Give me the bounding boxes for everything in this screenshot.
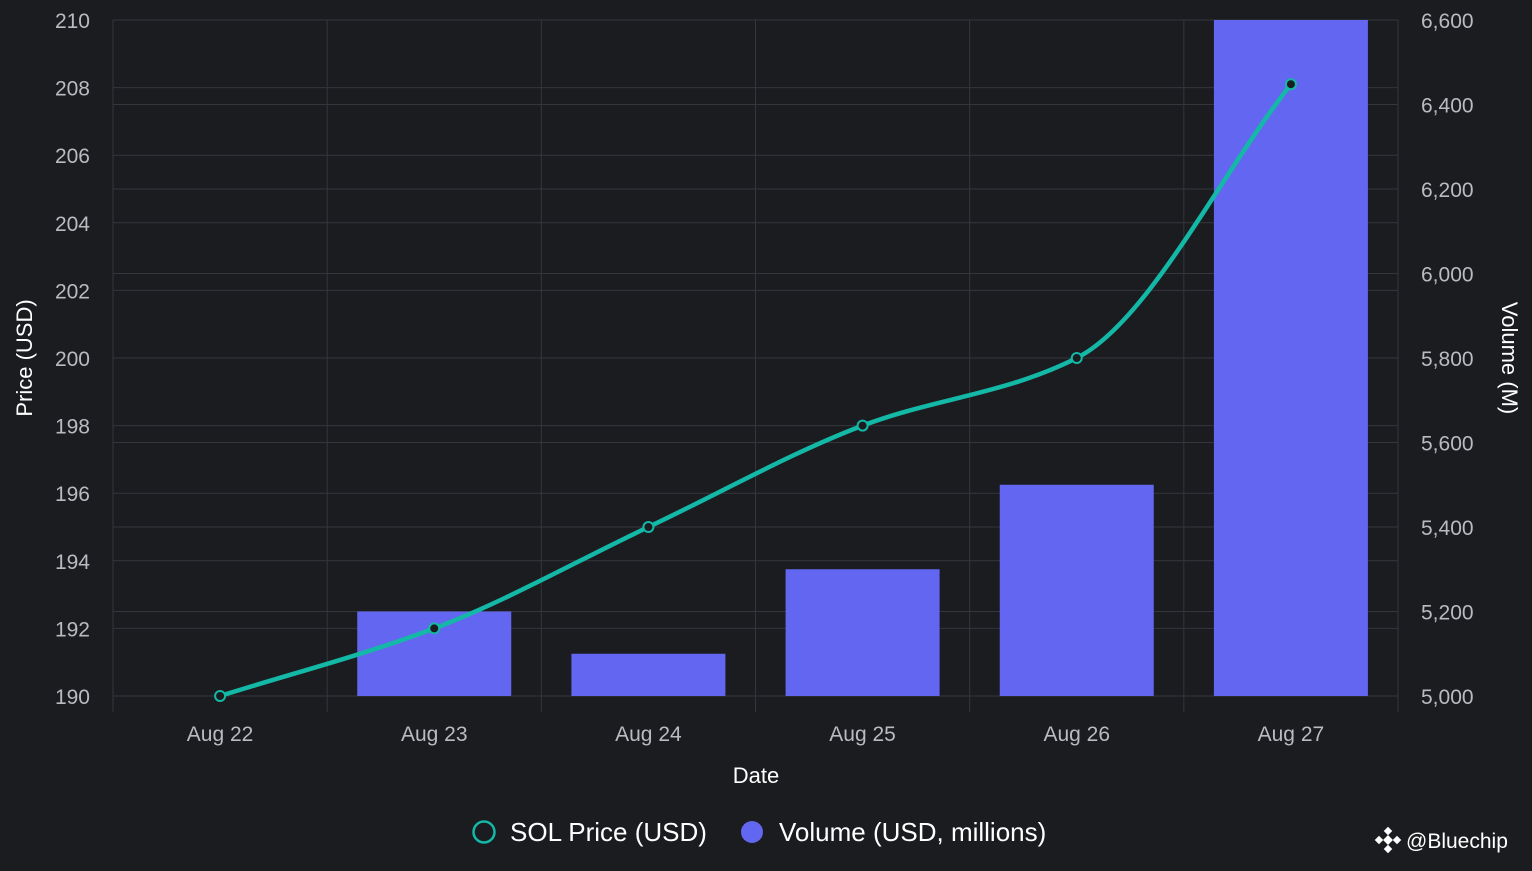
y-left-tick-label: 192 [55,618,90,641]
y-left-tick-label: 204 [55,213,90,236]
legend-item-price[interactable]: SOL Price (USD) [472,817,707,847]
x-tick-label: Aug 23 [401,723,468,746]
x-tick-label: Aug 22 [187,723,254,746]
legend: SOL Price (USD) Volume (USD, millions) [472,817,1046,847]
watermark-text: @Bluechip [1406,830,1508,853]
price-point[interactable] [1070,352,1083,364]
legend-price-label: SOL Price (USD) [510,817,707,847]
price-point[interactable] [1284,78,1297,91]
price-point[interactable] [428,622,441,635]
y-left-tick-label: 190 [55,686,90,709]
price-line[interactable] [217,81,1294,699]
x-axis-title: Date [733,763,779,788]
y-right-tick-label: 5,200 [1421,602,1474,625]
right-axis-title: Volume (M) [1497,302,1522,414]
x-tick-label: Aug 25 [829,723,896,746]
y-right-tick-label: 5,800 [1421,348,1474,371]
y-right-tick-label: 5,000 [1421,686,1474,709]
y-right-tick-label: 6,400 [1421,95,1474,118]
y-left-tick-label: 194 [55,551,90,574]
binance-diamond-icon [1374,826,1402,854]
grid-layer [112,19,1399,712]
y-left-tick-label: 196 [55,483,90,506]
legend-item-volume[interactable]: Volume (USD, millions) [741,817,1046,847]
volume-bars [357,20,1368,696]
y-right-tick-label: 6,200 [1421,179,1474,202]
axis-layer: 190 192 194 196 198 200 202 204 206 208 210 5,000 5,… [55,10,1474,746]
y-right-tick-label: 6,000 [1421,264,1474,287]
price-point[interactable] [642,521,655,533]
x-tick-label: Aug 27 [1258,723,1325,746]
legend-volume-label: Volume (USD, millions) [779,817,1046,847]
legend-volume-marker [741,821,763,843]
price-point[interactable] [856,419,869,432]
volume-bar[interactable] [999,484,1154,696]
y-left-tick-label: 206 [55,145,90,168]
y-left-tick-label: 200 [55,348,90,371]
volume-bar[interactable] [785,569,940,696]
y-left-tick-label: 210 [55,10,90,33]
y-right-tick-label: 5,600 [1421,433,1474,456]
y-left-tick-label: 198 [55,416,90,439]
y-right-tick-label: 6,600 [1421,10,1474,33]
watermark: @Bluechip [1374,826,1508,854]
price-point[interactable] [214,690,227,702]
x-tick-label: Aug 24 [615,723,682,746]
volume-bar[interactable] [571,653,726,696]
y-left-tick-label: 202 [55,280,90,303]
legend-price-marker [472,820,496,844]
y-left-tick-label: 208 [55,78,90,101]
left-axis-title: Price (USD) [12,299,37,416]
x-tick-label: Aug 26 [1043,723,1110,746]
price-line-layer [214,78,1297,702]
volume-bar[interactable] [1213,20,1368,696]
y-right-tick-label: 5,400 [1421,517,1474,540]
